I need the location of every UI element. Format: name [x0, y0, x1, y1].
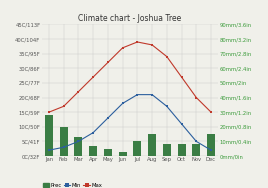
- Line: Min: Min: [47, 93, 213, 152]
- Bar: [133, 141, 142, 156]
- Min: [77, 140, 80, 143]
- Min: [180, 123, 183, 125]
- Bar: [59, 127, 68, 156]
- Max: [121, 47, 124, 49]
- Max: [151, 44, 154, 46]
- Max: [210, 111, 213, 113]
- Line: Max: Max: [47, 41, 213, 114]
- Max: [77, 91, 80, 93]
- Max: [136, 41, 139, 43]
- Bar: [148, 134, 156, 156]
- Bar: [104, 149, 112, 156]
- Max: [165, 55, 169, 58]
- Min: [210, 149, 213, 151]
- Min: [91, 132, 95, 134]
- Min: [121, 102, 124, 105]
- Bar: [89, 146, 97, 156]
- Bar: [177, 144, 186, 156]
- Bar: [163, 144, 171, 156]
- Bar: [74, 137, 83, 156]
- Min: [62, 146, 65, 148]
- Min: [106, 117, 110, 119]
- Max: [62, 105, 65, 108]
- Bar: [192, 144, 200, 156]
- Max: [91, 76, 95, 78]
- Max: [180, 76, 183, 78]
- Min: [47, 149, 50, 151]
- Min: [165, 105, 169, 108]
- Max: [195, 96, 198, 99]
- Bar: [207, 134, 215, 156]
- Min: [195, 140, 198, 143]
- Min: [136, 93, 139, 96]
- Max: [106, 61, 110, 64]
- Max: [47, 111, 50, 113]
- Min: [151, 93, 154, 96]
- Title: Climate chart - Joshua Tree: Climate chart - Joshua Tree: [78, 14, 182, 23]
- Bar: [45, 115, 53, 156]
- Bar: [118, 152, 127, 156]
- Legend: Prec, Min, Max: Prec, Min, Max: [41, 181, 104, 188]
